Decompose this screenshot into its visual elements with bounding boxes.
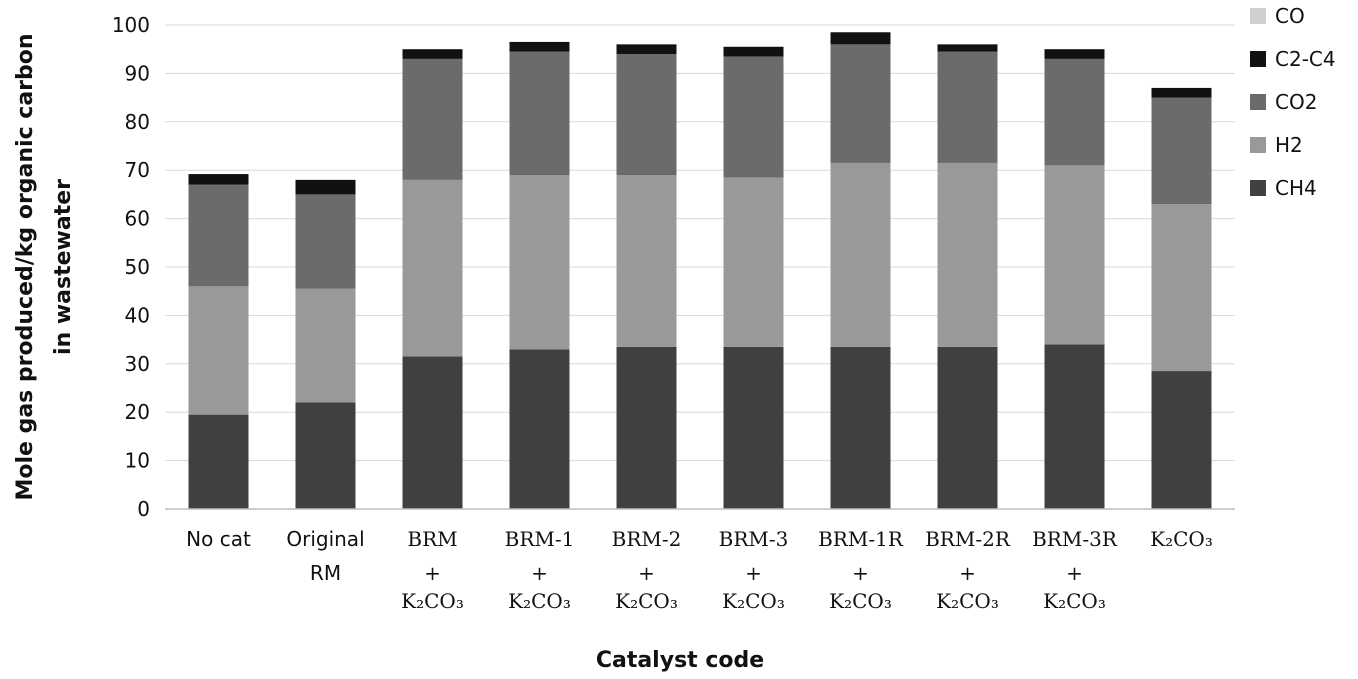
bar-segment-ch4 — [830, 346, 891, 509]
category-label: K₂CO₃ — [829, 589, 892, 613]
category-label: K₂CO₃ — [936, 589, 999, 613]
category-label: K₂CO₃ — [1150, 527, 1213, 551]
bar-segment-ch4 — [188, 414, 249, 509]
y-tick-label: 50 — [125, 255, 150, 279]
bar-segment-h2 — [1151, 204, 1212, 372]
bar-segment-co2 — [723, 56, 784, 178]
y-tick-label: 80 — [125, 110, 150, 134]
legend-label: CH4 — [1275, 176, 1317, 200]
category-label: + — [531, 561, 548, 585]
bar-segment-co2 — [937, 51, 998, 163]
bar-segment-ch4 — [402, 356, 463, 509]
bar-segment-ch4 — [1151, 371, 1212, 509]
category-label: + — [1066, 561, 1083, 585]
bars — [188, 32, 1212, 509]
category-label: K₂CO₃ — [1043, 589, 1106, 613]
bar-segment-h2 — [295, 288, 356, 403]
bar-segment-c2-c4 — [830, 32, 891, 45]
bar-segment-h2 — [509, 175, 570, 350]
y-tick-label: 20 — [125, 400, 150, 424]
bar-segment-co2 — [295, 194, 356, 289]
bar-segment-c2-c4 — [723, 46, 784, 57]
bar-segment-c2-c4 — [616, 44, 677, 55]
legend-swatch — [1250, 8, 1266, 24]
category-label: BRM-1 — [505, 527, 575, 551]
bar-segment-ch4 — [295, 402, 356, 509]
category-label: RM — [310, 561, 341, 585]
y-tick-label: 0 — [137, 497, 150, 521]
bar-segment-h2 — [723, 177, 784, 347]
bar-segment-h2 — [402, 179, 463, 357]
bar-segment-co2 — [616, 54, 677, 176]
bar-segment-ch4 — [937, 346, 998, 509]
category-label: + — [852, 561, 869, 585]
y-tick-label: 100 — [112, 13, 150, 37]
bar-segment-h2 — [830, 162, 891, 347]
category-label: K₂CO₃ — [508, 589, 571, 613]
category-label: Original — [286, 527, 364, 551]
bar-segment-h2 — [1044, 165, 1105, 345]
bar-segment-ch4 — [616, 346, 677, 509]
bar-segment-c2-c4 — [1044, 49, 1105, 59]
bar-segment-h2 — [616, 175, 677, 347]
legend-swatch — [1250, 94, 1266, 110]
bar-segment-ch4 — [1044, 344, 1105, 509]
category-labels: No cat Original RM BRM + K₂CO₃ BRM-1 + K₂CO₃ BRM-… — [186, 527, 1213, 613]
bar-segment-c2-c4 — [509, 41, 570, 52]
y-tick-label: 60 — [125, 207, 150, 231]
bar-segment-c2-c4 — [937, 44, 998, 52]
y-axis-ticks: 0 10 20 30 40 50 60 70 80 90 100 — [112, 13, 150, 521]
category-label: BRM — [407, 527, 457, 551]
bar-segment-co2 — [509, 51, 570, 176]
legend-label: CO2 — [1275, 90, 1317, 114]
bar-segment-h2 — [188, 286, 249, 415]
y-tick-label: 90 — [125, 61, 150, 85]
category-label: K₂CO₃ — [401, 589, 464, 613]
legend: CO C2-C4 CO2 H2 CH4 — [1250, 4, 1336, 200]
bar-segment-ch4 — [723, 346, 784, 509]
category-label: BRM-3R — [1032, 527, 1118, 551]
category-label: BRM-2 — [612, 527, 682, 551]
y-axis-title-line-2: in wastewater — [51, 179, 76, 355]
bar-segment-c2-c4 — [1151, 87, 1212, 98]
bar-segment-h2 — [937, 162, 998, 347]
legend-swatch — [1250, 180, 1266, 196]
legend-swatch — [1250, 137, 1266, 153]
bar-segment-co2 — [188, 184, 249, 287]
category-label: + — [959, 561, 976, 585]
y-tick-label: 10 — [125, 449, 150, 473]
category-label: + — [424, 561, 441, 585]
bar-segment-c2-c4 — [295, 179, 356, 195]
bar-segment-c2-c4 — [402, 49, 463, 59]
bar-segment-ch4 — [509, 349, 570, 509]
category-label: BRM-2R — [925, 527, 1011, 551]
category-label: + — [745, 561, 762, 585]
legend-label: CO — [1275, 4, 1305, 28]
bar-segment-co2 — [402, 58, 463, 180]
category-label: No cat — [186, 527, 251, 551]
bar-segment-co2 — [1151, 97, 1212, 205]
x-axis-title: Catalyst code — [596, 648, 764, 673]
bar-segment-co2 — [830, 44, 891, 163]
y-tick-label: 70 — [125, 158, 150, 182]
category-label: K₂CO₃ — [722, 589, 785, 613]
category-label: BRM-1R — [818, 527, 904, 551]
bar-segment-c2-c4 — [188, 174, 249, 185]
y-tick-label: 30 — [125, 352, 150, 376]
legend-swatch — [1250, 51, 1266, 67]
y-tick-label: 40 — [125, 303, 150, 327]
y-axis-title-line-1: Mole gas produced/kg organic carbon — [13, 33, 38, 500]
bar-segment-co2 — [1044, 58, 1105, 166]
category-label: BRM-3 — [719, 527, 789, 551]
legend-label: C2-C4 — [1275, 47, 1336, 71]
legend-label: H2 — [1275, 133, 1303, 157]
category-label: K₂CO₃ — [615, 589, 678, 613]
category-label: + — [638, 561, 655, 585]
